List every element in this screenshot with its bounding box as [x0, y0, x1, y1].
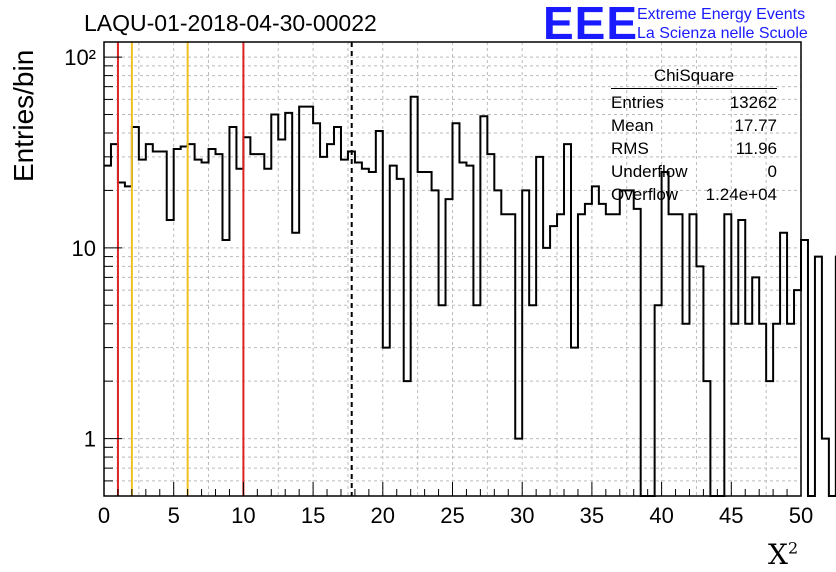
x-tick-label: 40 [649, 503, 673, 528]
x-tick-label: 15 [301, 503, 325, 528]
y-tick-label: 10² [64, 45, 96, 70]
logo-line-1: Extreme Energy Events [637, 6, 806, 23]
stats-row-mean: Mean 17.77 [611, 116, 777, 135]
x-tick-label: 25 [440, 503, 464, 528]
x-tick-label: 45 [719, 503, 743, 528]
chart-title: LAQU-01-2018-04-30-00022 [84, 10, 377, 36]
stats-row-overflow: Overflow 1.24e+04 [611, 185, 777, 204]
stats-box: ChiSquare Entries 13262 Mean 17.77 RMS 11.9… [611, 66, 777, 206]
stats-row-rms: RMS 11.96 [611, 139, 777, 158]
logo-line-2: La Scienza nelle Scuole [637, 25, 808, 42]
y-tick-label: 10 [72, 236, 96, 261]
x-tick-label: 30 [510, 503, 534, 528]
x-tick-label: 35 [580, 503, 604, 528]
x-tick-label: 5 [168, 503, 180, 528]
x-tick-label: 20 [371, 503, 395, 528]
x-axis-label-superscript: 2 [787, 538, 799, 558]
x-tick-label: 50 [789, 503, 813, 528]
stats-title: ChiSquare [611, 66, 777, 89]
x-axis-label: X2 [768, 538, 799, 571]
stats-row-underflow: Underflow 0 [611, 162, 777, 181]
stats-row-entries: Entries 13262 [611, 93, 777, 112]
eee-logo: EEE [543, 0, 639, 49]
x-tick-label: 10 [231, 503, 255, 528]
y-axis-label: Entries/bin [8, 49, 39, 182]
y-tick-label: 1 [84, 427, 96, 452]
x-tick-label: 0 [98, 503, 110, 528]
